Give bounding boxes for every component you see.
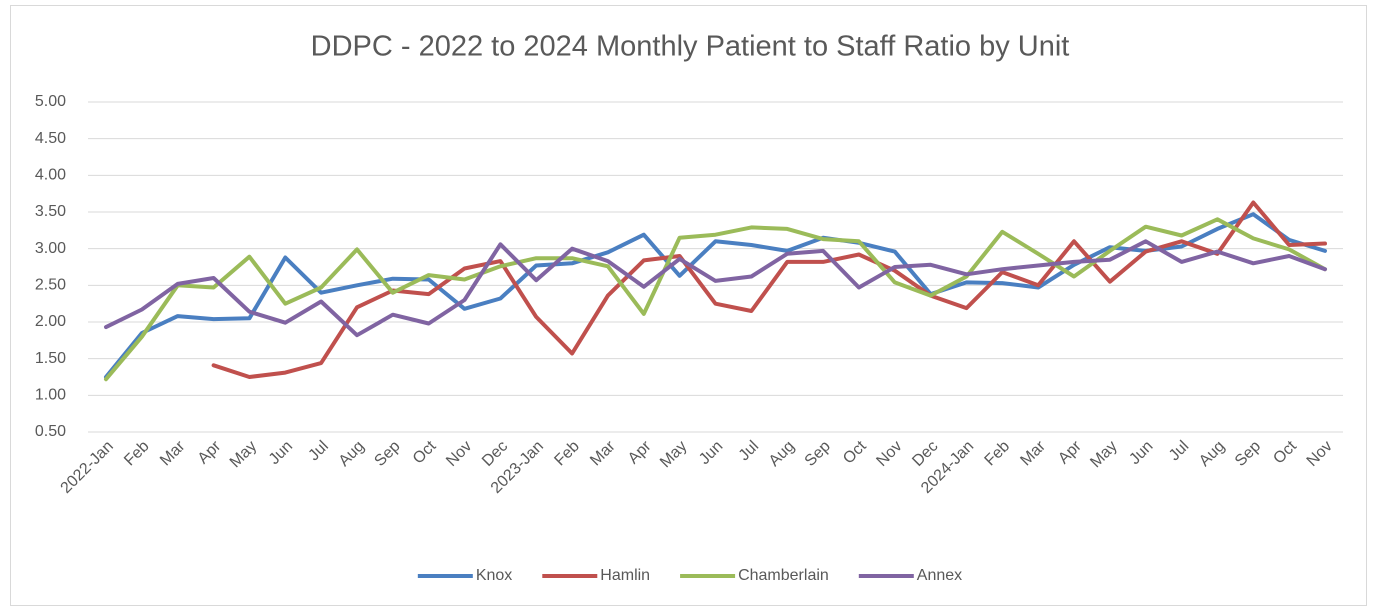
series-line <box>104 239 1327 338</box>
y-tick-label: 0.50 <box>35 423 66 440</box>
y-tick-label: 1.00 <box>35 387 66 404</box>
y-tick-label: 2.00 <box>35 313 66 330</box>
y-tick-label: 4.00 <box>35 167 66 184</box>
y-tick-label: 5.00 <box>35 93 66 110</box>
chart-frame <box>10 5 1367 606</box>
y-tick-label: 3.00 <box>35 240 66 257</box>
chart-title: DDPC - 2022 to 2024 Monthly Patient to S… <box>311 31 1070 63</box>
y-tick-label: 1.50 <box>35 350 66 367</box>
legend-label: Chamberlain <box>738 567 829 584</box>
y-tick-label: 2.50 <box>35 277 66 294</box>
legend-label: Knox <box>476 567 512 584</box>
y-tick-label: 3.50 <box>35 203 66 220</box>
series-line <box>104 212 1327 379</box>
legend-label: Annex <box>917 567 962 584</box>
y-tick-label: 4.50 <box>35 130 66 147</box>
legend-label: Hamlin <box>600 567 650 584</box>
series-line <box>104 217 1327 382</box>
